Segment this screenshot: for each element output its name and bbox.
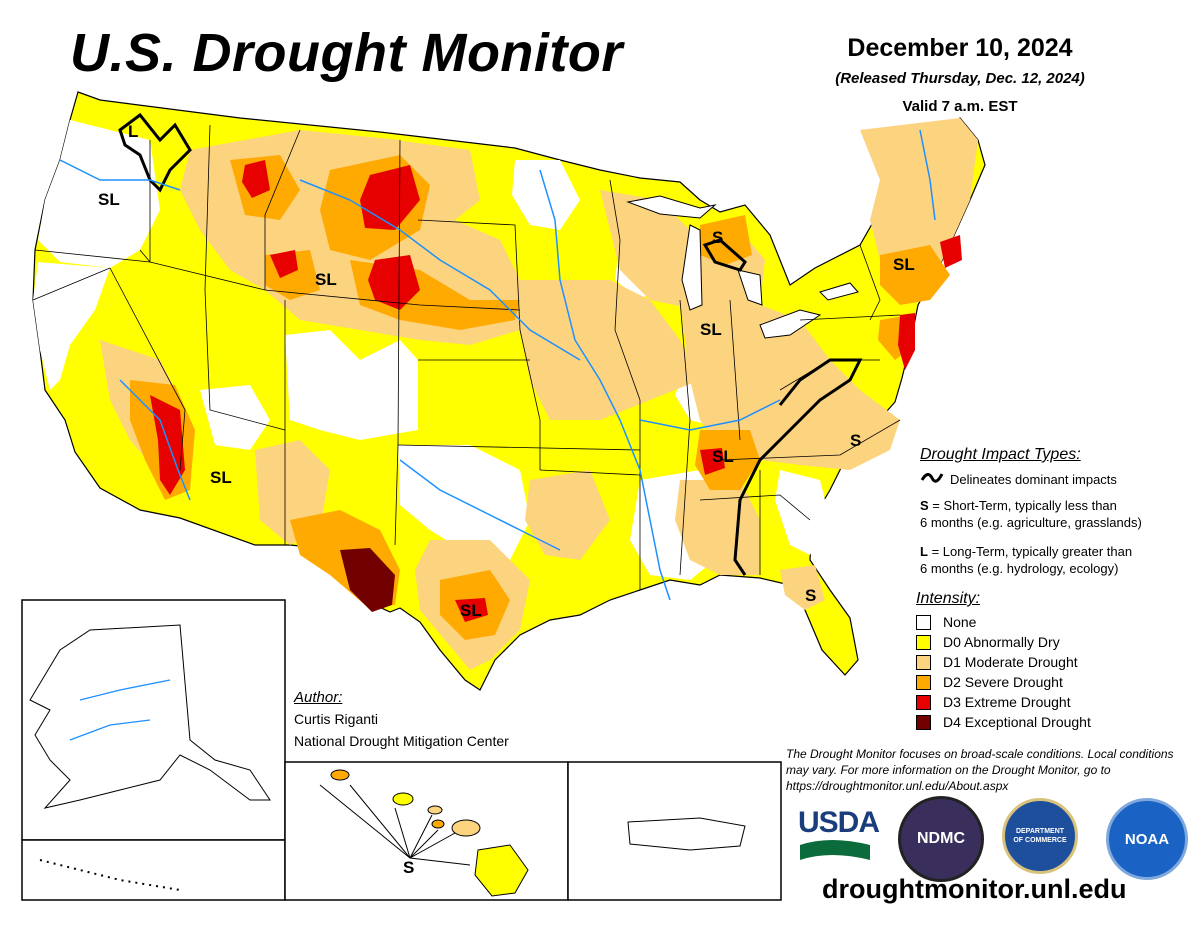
legend-item-none: None [916, 613, 976, 631]
author-organization: National Drought Mitigation Center [294, 733, 509, 749]
impact-lines [118, 112, 863, 576]
map-label-s-carolina: S [850, 431, 862, 450]
commerce-logo: DEPARTMENT OF COMMERCE [1002, 798, 1078, 874]
impact-short-term: S = Short-Term, typically less than [920, 498, 1117, 513]
d4-area [340, 548, 395, 612]
map-date: December 10, 2024 [847, 34, 1073, 62]
great-lakes [626, 195, 859, 339]
map-label-sl-pnw: SL [98, 190, 120, 209]
puerto-rico-shape [627, 817, 746, 851]
map-label-sl-southwest: SL [210, 468, 232, 487]
legend-item-d1: D1 Moderate Drought [916, 653, 1078, 671]
impact-line-desc: Delineates dominant impacts [950, 472, 1117, 487]
d3-areas [150, 160, 962, 622]
ndmc-logo: NDMC [898, 796, 984, 882]
map-label-sl-midwest: SL [700, 320, 722, 339]
map-label-s-michigan: S [712, 228, 724, 247]
disclaimer-text: The Drought Monitor focuses on broad-sca… [786, 747, 1174, 793]
map-label-s-hawaii: S [403, 858, 415, 877]
legend-item-d3: D3 Extreme Drought [916, 693, 1071, 711]
impact-types-title: Drought Impact Types: [920, 446, 1081, 463]
impact-short-term-detail: 6 months (e.g. agriculture, grasslands) [920, 515, 1142, 530]
legend-item-d2: D2 Severe Drought [916, 673, 1063, 691]
author-label: Author: [294, 689, 343, 706]
legend-item-d4: D4 Exceptional Drought [916, 713, 1091, 731]
map-label-sl-northeast: SL [893, 255, 915, 274]
impact-long-term: L = Long-Term, typically greater than [920, 544, 1133, 559]
author-name: Curtis Riganti [294, 711, 379, 727]
map-label-s-georgia: S [805, 586, 817, 605]
state-borders [32, 124, 901, 590]
usda-logo [800, 840, 870, 860]
map-label-sl-texas: SL [460, 601, 482, 620]
alaska-shape [29, 624, 271, 809]
release-date: (Released Thursday, Dec. 12, 2024) [835, 70, 1085, 87]
intensity-legend-title: Intensity: [916, 590, 981, 607]
map-title: U.S. Drought Monitor [70, 23, 623, 83]
hawaii-islands [319, 769, 529, 897]
usda-logo-text: USDA [798, 806, 880, 839]
map-label-sl-tennessee: SL [712, 447, 734, 466]
map-label-sl-north: SL [315, 270, 337, 289]
legend-item-d0: D0 Abnormally Dry [916, 633, 1060, 651]
website-url[interactable]: droughtmonitor.unl.edu [822, 874, 1127, 904]
noaa-logo: NOAA [1106, 798, 1188, 880]
valid-time: Valid 7 a.m. EST [902, 98, 1018, 115]
impact-long-term-detail: 6 months (e.g. hydrology, ecology) [920, 561, 1119, 576]
rivers [59, 129, 936, 601]
map-label-l: L [128, 122, 139, 141]
